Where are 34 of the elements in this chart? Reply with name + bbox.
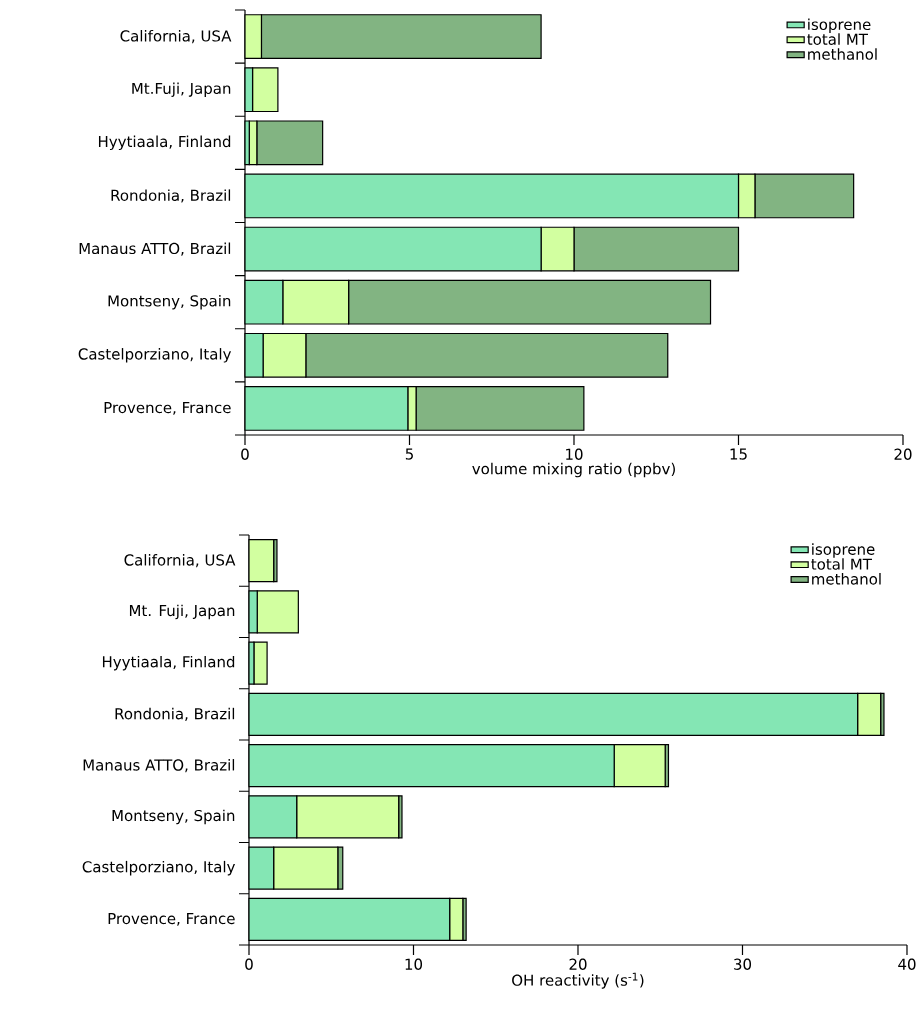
y-tick-label: Mt.Fuji, Japan bbox=[132, 82, 231, 97]
x-axis-title: volume mixing ratio (ppbv) bbox=[472, 462, 675, 478]
y-tick-label: Castelporziano, Italy bbox=[82, 860, 236, 876]
y-tick-label: Hyytiaala, Finland bbox=[102, 655, 235, 671]
x-tick-label: 5 bbox=[405, 448, 413, 460]
legend-label: isoprene bbox=[812, 543, 875, 558]
x-tick-label: 20 bbox=[894, 448, 912, 460]
y-tick-label: Rondonia, Brazil bbox=[115, 707, 235, 721]
legend-label: methanol bbox=[812, 573, 881, 585]
y-tick-label: Castelporziano, Italy bbox=[78, 348, 232, 363]
x-tick-label: 0 bbox=[241, 448, 249, 460]
y-tick-label: Rondonia, Brazil bbox=[111, 189, 231, 203]
legend-label: total MT bbox=[811, 558, 872, 570]
y-tick-label: California, USA bbox=[124, 554, 236, 568]
y-tick-label: Montseny, Spain bbox=[108, 294, 231, 310]
x-axis-title: OH reactivity (s$^{-1}$) bbox=[512, 972, 644, 989]
y-tick-label: Manaus ATTO, Brazil bbox=[79, 242, 231, 256]
x-tick-label: 0 bbox=[245, 958, 253, 970]
y-tick-label: Mt. Fuji, Japan bbox=[129, 604, 235, 620]
y-tick-label: Manaus ATTO, Brazil bbox=[83, 759, 235, 773]
legend-label: isoprene bbox=[808, 18, 871, 33]
x-tick-label: 15 bbox=[730, 448, 747, 460]
legend-label: total MT bbox=[807, 33, 868, 45]
x-tick-label: 20 bbox=[569, 958, 587, 970]
legend-label: methanol bbox=[808, 48, 877, 60]
y-tick-label: Provence, France bbox=[104, 402, 231, 415]
x-tick-label: 40 bbox=[898, 958, 916, 970]
x-tick-label: 10 bbox=[405, 958, 423, 970]
y-tick-label: Provence, France bbox=[108, 913, 235, 926]
y-tick-label: California, USA bbox=[120, 30, 232, 44]
x-tick-label: 30 bbox=[734, 958, 752, 970]
y-tick-label: Hyytiaala, Finland bbox=[98, 135, 231, 151]
y-tick-label: Montseny, Spain bbox=[112, 809, 235, 825]
x-tick-label: 10 bbox=[566, 448, 583, 460]
